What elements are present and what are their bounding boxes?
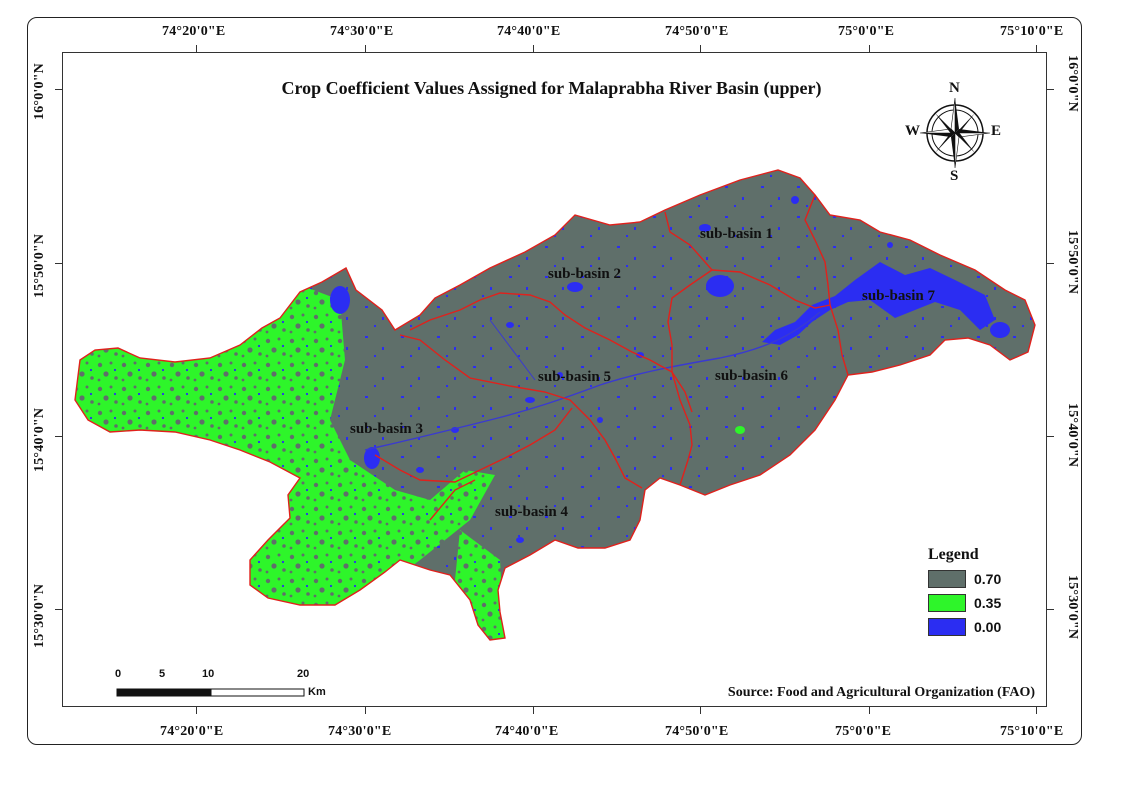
lon-label-top-1: 74°20'0"E	[162, 24, 226, 39]
legend-item: 0.00	[928, 618, 1038, 636]
tick	[869, 707, 870, 714]
legend-label: 0.70	[974, 571, 1002, 587]
subbasin-label-2: sub-basin 2	[548, 266, 621, 282]
compass-rose-icon	[919, 97, 991, 169]
lon-label-top-2: 74°30'0"E	[330, 24, 394, 39]
tick	[55, 436, 62, 437]
tick	[55, 263, 62, 264]
compass-east-label: E	[991, 123, 1002, 139]
legend-label: 0.00	[974, 619, 1002, 635]
lon-label-top-6: 75°10'0"E	[1000, 24, 1064, 39]
compass-north-label: N	[949, 80, 960, 96]
lon-label-bottom-4: 74°50'0"E	[665, 724, 729, 739]
subbasin-label-4: sub-basin 4	[495, 504, 568, 520]
lon-label-bottom-2: 74°30'0"E	[328, 724, 392, 739]
scale-tick-label: 20	[297, 668, 310, 680]
tick	[700, 707, 701, 714]
lon-label-bottom-1: 74°20'0"E	[160, 724, 224, 739]
tick	[55, 89, 62, 90]
tick	[700, 45, 701, 52]
map-title: Crop Coefficient Values Assigned for Mal…	[281, 78, 822, 98]
tick	[55, 609, 62, 610]
tick	[196, 45, 197, 52]
tick	[1036, 45, 1037, 52]
tick	[1036, 707, 1037, 714]
legend-swatch-000	[928, 618, 966, 636]
source-credit: Source: Food and Agricultural Organizati…	[727, 685, 1035, 700]
tick	[365, 707, 366, 714]
subbasin-label-6: sub-basin 6	[715, 368, 788, 384]
legend-item: 0.35	[928, 594, 1038, 612]
tick	[869, 45, 870, 52]
subbasin-label-1: sub-basin 1	[700, 226, 773, 242]
legend-swatch-070	[928, 570, 966, 588]
tick	[1047, 609, 1054, 610]
subbasin-label-3: sub-basin 3	[350, 421, 423, 437]
lon-label-top-4: 74°50'0"E	[665, 24, 729, 39]
tick	[196, 707, 197, 714]
legend: Legend 0.70 0.35 0.00	[928, 546, 1038, 636]
lon-label-bottom-3: 74°40'0"E	[495, 724, 559, 739]
compass-south-label: S	[950, 168, 959, 184]
legend-label: 0.35	[974, 595, 1002, 611]
subbasin-label-7: sub-basin 7	[862, 288, 935, 304]
scale-bar-graphic	[116, 688, 305, 697]
lon-label-top-5: 75°0'0"E	[838, 24, 895, 39]
subbasin-label-5: sub-basin 5	[538, 369, 611, 385]
lon-label-top-3: 74°40'0"E	[497, 24, 561, 39]
legend-title: Legend	[928, 546, 979, 563]
scale-tick-label: 5	[159, 668, 166, 680]
tick	[1047, 89, 1054, 90]
scale-tick-label: 0	[115, 668, 122, 680]
tick	[1047, 436, 1054, 437]
tick	[533, 707, 534, 714]
north-arrow	[905, 80, 1005, 185]
scale-unit-label: Km	[308, 686, 326, 698]
scale-tick-label: 10	[202, 668, 215, 680]
lon-label-bottom-6: 75°10'0"E	[1000, 724, 1064, 739]
compass-west-label: W	[905, 123, 920, 139]
tick	[365, 45, 366, 52]
legend-swatch-035	[928, 594, 966, 612]
lon-label-bottom-5: 75°0'0"E	[835, 724, 892, 739]
tick	[533, 45, 534, 52]
tick	[1047, 263, 1054, 264]
legend-item: 0.70	[928, 570, 1038, 588]
